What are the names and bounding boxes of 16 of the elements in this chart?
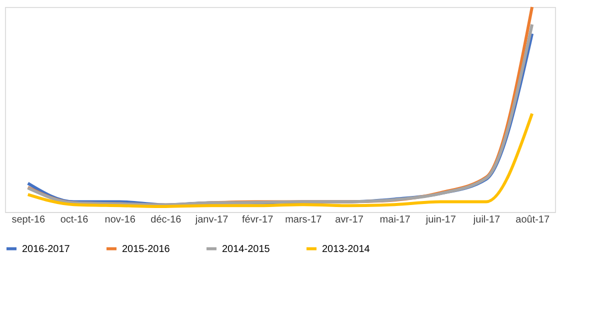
x-tick-label: mai-17 — [380, 214, 411, 226]
legend-label: 2013-2014 — [322, 244, 370, 255]
legend-label: 2016-2017 — [22, 244, 70, 255]
x-tick-label: août-17 — [516, 214, 550, 226]
x-tick-label: oct-16 — [60, 214, 89, 226]
x-tick-label: mars-17 — [285, 214, 322, 226]
x-tick-label: janv-17 — [194, 214, 229, 226]
x-tick-label: nov-16 — [104, 214, 136, 226]
x-tick-label: avr-17 — [335, 214, 364, 226]
x-tick-label: juin-17 — [424, 214, 456, 226]
x-tick-label: juil-17 — [472, 214, 501, 226]
x-tick-label: févr-17 — [242, 214, 274, 226]
x-tick-label: déc-16 — [150, 214, 182, 226]
legend-label: 2015-2016 — [122, 244, 170, 255]
legend-label: 2014-2015 — [222, 244, 270, 255]
x-tick-label: sept-16 — [12, 214, 46, 226]
